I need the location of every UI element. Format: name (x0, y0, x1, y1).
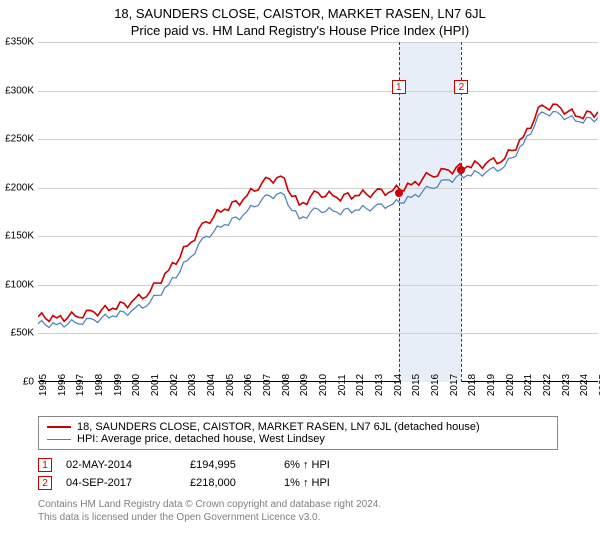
y-tick-label: £250K (0, 134, 34, 145)
sale-index-badge: 1 (38, 458, 52, 472)
sales-table: 1 02-MAY-2014 £194,995 6% ↑ HPI 2 04-SEP… (38, 456, 558, 492)
x-tick-label: 2012 (355, 370, 366, 400)
x-tick-label: 1997 (75, 370, 86, 400)
x-tick-label: 1998 (94, 370, 105, 400)
y-tick-label: £100K (0, 279, 34, 290)
x-tick-label: 2008 (281, 370, 292, 400)
x-tick-label: 2000 (131, 370, 142, 400)
y-tick-label: £50K (0, 328, 34, 339)
sale-point-icon (457, 166, 465, 174)
x-tick-label: 2013 (374, 370, 385, 400)
footer-line: This data is licensed under the Open Gov… (38, 511, 558, 524)
chart-plot-area: £0£50K£100K£150K£200K£250K£300K£350K 199… (38, 42, 598, 382)
y-tick-label: £300K (0, 85, 34, 96)
x-tick-label: 2020 (505, 370, 516, 400)
sale-point-icon (395, 189, 403, 197)
x-tick-label: 2022 (542, 370, 553, 400)
x-tick-label: 2011 (337, 370, 348, 400)
x-tick-label: 1999 (113, 370, 124, 400)
x-tick-label: 2010 (318, 370, 329, 400)
x-tick-label: 2006 (243, 370, 254, 400)
x-tick-label: 2005 (225, 370, 236, 400)
x-tick-label: 2024 (579, 370, 590, 400)
series-property (38, 104, 598, 321)
legend-label: 18, SAUNDERS CLOSE, CAISTOR, MARKET RASE… (77, 421, 480, 433)
legend-item-property: 18, SAUNDERS CLOSE, CAISTOR, MARKET RASE… (47, 421, 549, 433)
y-tick-label: £350K (0, 37, 34, 48)
legend-swatch-red (47, 426, 71, 428)
y-tick-label: £150K (0, 231, 34, 242)
x-tick-label: 2002 (169, 370, 180, 400)
line-chart-svg (38, 42, 598, 382)
x-tick-label: 2001 (150, 370, 161, 400)
sale-date: 02-MAY-2014 (66, 459, 176, 471)
x-tick-label: 2007 (262, 370, 273, 400)
y-tick-label: £0 (0, 377, 34, 388)
footer-attribution: Contains HM Land Registry data © Crown c… (38, 498, 558, 524)
legend-item-hpi: HPI: Average price, detached house, West… (47, 433, 549, 445)
x-tick-label: 1996 (57, 370, 68, 400)
x-tick-label: 2015 (411, 370, 422, 400)
chart-subtitle: Price paid vs. HM Land Registry's House … (0, 21, 600, 42)
sale-badge: 2 (454, 80, 468, 94)
sale-index-badge: 2 (38, 476, 52, 490)
chart-title: 18, SAUNDERS CLOSE, CAISTOR, MARKET RASE… (0, 0, 600, 21)
x-tick-label: 2018 (467, 370, 478, 400)
y-tick-label: £200K (0, 182, 34, 193)
footer-line: Contains HM Land Registry data © Crown c… (38, 498, 558, 511)
sale-date: 04-SEP-2017 (66, 477, 176, 489)
x-tick-label: 2004 (206, 370, 217, 400)
series-hpi (38, 112, 598, 328)
x-tick-label: 2009 (299, 370, 310, 400)
x-tick-label: 2019 (486, 370, 497, 400)
sale-price: £194,995 (190, 459, 270, 471)
sale-badge: 1 (392, 80, 406, 94)
sale-diff: 1% ↑ HPI (284, 477, 364, 489)
x-tick-label: 2016 (430, 370, 441, 400)
x-tick-label: 1995 (38, 370, 49, 400)
x-tick-label: 2021 (523, 370, 534, 400)
x-tick-label: 2014 (393, 370, 404, 400)
x-tick-label: 2017 (449, 370, 460, 400)
sale-diff: 6% ↑ HPI (284, 459, 364, 471)
legend: 18, SAUNDERS CLOSE, CAISTOR, MARKET RASE… (38, 416, 558, 450)
x-tick-label: 2023 (561, 370, 572, 400)
legend-label: HPI: Average price, detached house, West… (77, 433, 325, 445)
legend-swatch-blue (47, 439, 71, 440)
x-tick-label: 2003 (187, 370, 198, 400)
sale-row: 1 02-MAY-2014 £194,995 6% ↑ HPI (38, 456, 558, 474)
sale-price: £218,000 (190, 477, 270, 489)
chart-container: 18, SAUNDERS CLOSE, CAISTOR, MARKET RASE… (0, 0, 600, 560)
sale-row: 2 04-SEP-2017 £218,000 1% ↑ HPI (38, 474, 558, 492)
